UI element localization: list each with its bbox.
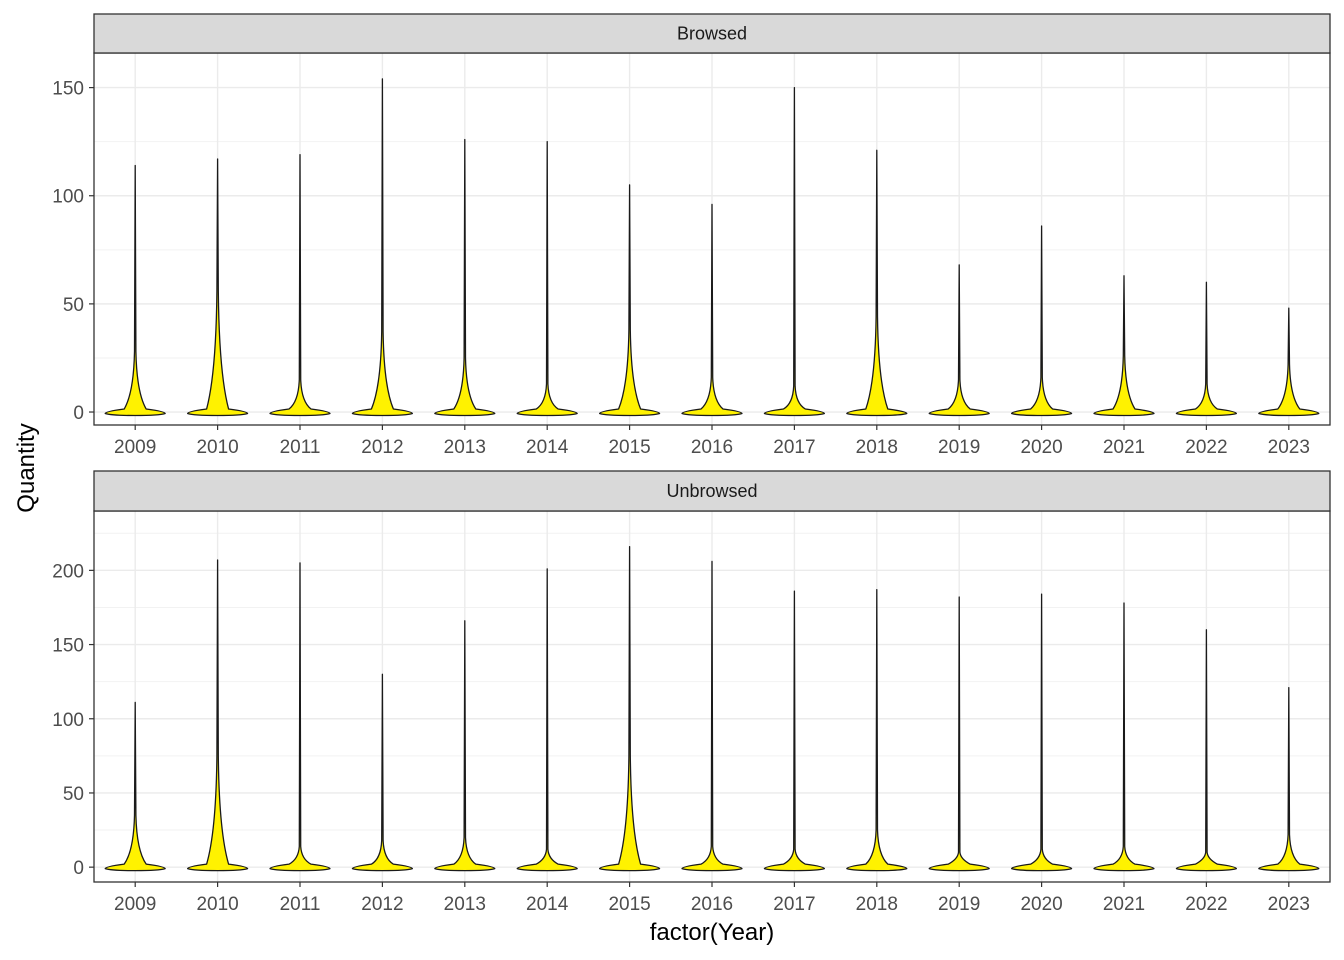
x-tick-label: 2014 (526, 894, 569, 915)
x-tick-label: 2019 (938, 894, 980, 915)
x-tick-label: 2010 (196, 437, 238, 458)
facet-strip-label: Browsed (677, 24, 747, 44)
violin-unbrowsed-2013 (434, 620, 496, 872)
violin-browsed-2012 (351, 78, 414, 417)
x-tick-label: 2011 (280, 437, 321, 458)
y-tick-label: 150 (52, 636, 84, 657)
y-tick-label: 200 (52, 561, 84, 582)
x-tick-label: 2017 (773, 894, 815, 915)
x-tick-label: 2015 (608, 894, 650, 915)
violin-browsed-2013 (434, 138, 496, 417)
y-tick-label: 0 (73, 403, 84, 424)
x-tick-label: 2021 (1103, 894, 1145, 915)
violin-unbrowsed-2012 (351, 673, 414, 872)
violin-unbrowsed-2020 (1010, 593, 1073, 872)
x-tick-label: 2019 (938, 437, 980, 458)
x-tick-label: 2010 (196, 894, 238, 915)
x-tick-label: 2013 (444, 894, 486, 915)
x-tick-label: 2009 (114, 894, 156, 915)
violin-unbrowsed-2022 (1175, 629, 1238, 872)
facet-panel-browsed: Browsed 0 50 100 150 2009 2010 2011 2012 2013 2014… (52, 13, 1331, 458)
x-tick-label: 2017 (773, 437, 815, 458)
violin-browsed-2015 (598, 184, 661, 417)
x-tick-label: 2022 (1185, 894, 1227, 915)
facet-strip (93, 13, 1331, 54)
x-tick-label: 2011 (280, 894, 321, 915)
violin-unbrowsed-2014 (516, 568, 578, 872)
violin-unbrowsed-2017 (763, 590, 826, 872)
y-tick-label: 0 (73, 858, 84, 879)
x-tick-label: 2014 (526, 437, 569, 458)
violin-browsed-2011 (269, 154, 331, 417)
violin-browsed-2016 (681, 203, 743, 417)
violin-browsed-2017 (763, 86, 826, 417)
violin-unbrowsed-2015 (598, 545, 661, 872)
violin-unbrowsed-2021 (1093, 602, 1155, 872)
violin-browsed-2010 (186, 158, 249, 417)
violin-browsed-2009 (104, 164, 166, 417)
x-tick-label: 2012 (361, 437, 403, 458)
violin-unbrowsed-2016 (681, 560, 743, 872)
x-tick-label: 2020 (1020, 437, 1062, 458)
violin-unbrowsed-2023 (1258, 686, 1320, 872)
y-tick-label: 100 (52, 710, 84, 731)
violin-browsed-2022 (1175, 281, 1238, 417)
violin-unbrowsed-2011 (269, 562, 331, 872)
y-axis-title: Quantity (13, 423, 40, 512)
x-tick-label: 2018 (856, 894, 898, 915)
x-axis-title: factor(Year) (650, 919, 775, 946)
facet-strip (93, 470, 1331, 512)
violin-unbrowsed-2010 (186, 559, 249, 872)
x-tick-label: 2018 (856, 437, 898, 458)
violin-browsed-2023 (1258, 307, 1320, 417)
y-tick-label: 100 (52, 187, 84, 208)
violin-unbrowsed-2018 (846, 589, 908, 872)
x-tick-label: 2016 (691, 437, 733, 458)
facet-panel-unbrowsed: Unbrowsed 0 50 100 150 200 2009 2010 2011 2012 201… (52, 470, 1331, 915)
violin-unbrowsed-2009 (104, 701, 166, 872)
violin-browsed-2014 (516, 141, 578, 417)
x-tick-label: 2022 (1185, 437, 1227, 458)
y-tick-label: 50 (63, 295, 84, 316)
x-tick-label: 2009 (114, 437, 156, 458)
violin-browsed-2018 (846, 149, 908, 417)
x-tick-label: 2021 (1103, 437, 1145, 458)
violin-browsed-2020 (1010, 225, 1073, 417)
x-tick-label: 2013 (444, 437, 486, 458)
y-tick-label: 150 (52, 79, 84, 100)
y-tick-label: 50 (63, 784, 84, 805)
x-tick-label: 2015 (608, 437, 650, 458)
x-tick-label: 2016 (691, 894, 733, 915)
x-tick-label: 2020 (1020, 894, 1062, 915)
violin-browsed-2019 (928, 264, 990, 417)
violin-unbrowsed-2019 (928, 596, 990, 872)
x-tick-label: 2023 (1268, 437, 1310, 458)
x-tick-label: 2023 (1268, 894, 1310, 915)
violin-browsed-2021 (1093, 275, 1155, 417)
x-tick-label: 2012 (361, 894, 403, 915)
facet-strip-label: Unbrowsed (666, 481, 757, 501)
